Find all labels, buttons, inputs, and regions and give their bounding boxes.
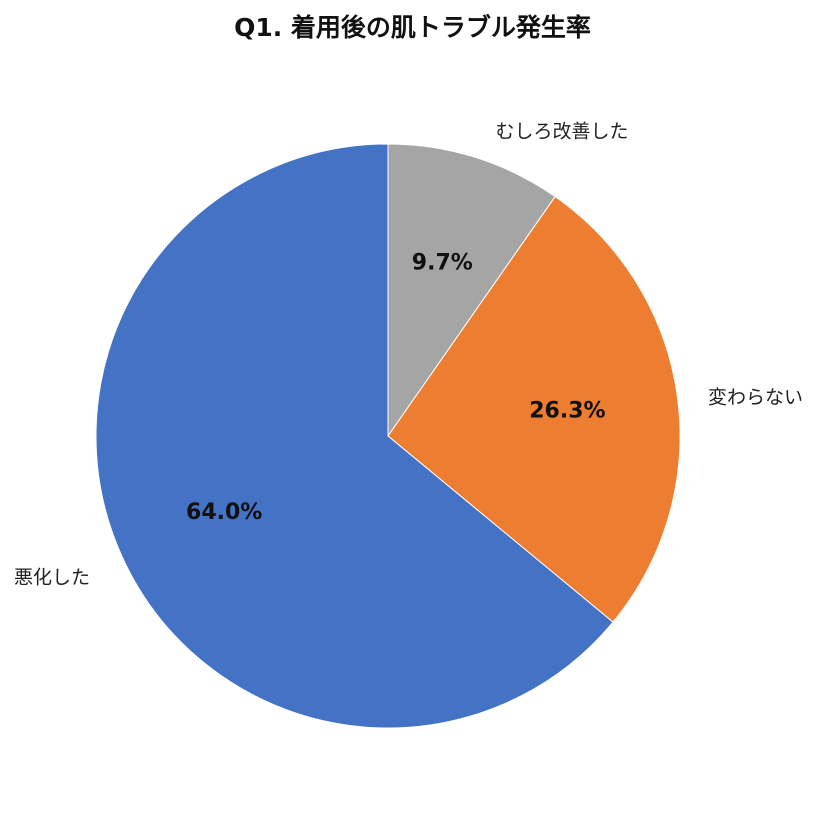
chart-title: Q1. 着用後の肌トラブル発生率 (234, 13, 591, 42)
pie-slice-3 (95, 143, 614, 729)
slice-value-label-3: 64.0% (186, 500, 262, 525)
pie-slice-2 (387, 195, 681, 623)
slice-category-label-3: 悪化した (14, 567, 90, 589)
slice-category-label-2: 変わらない (708, 387, 803, 409)
slice-value-label-1: 9.7% (412, 250, 473, 275)
slice-category-label-1: むしろ改善した (495, 121, 628, 143)
pie-slice-1 (387, 143, 556, 438)
slice-value-label-2: 26.3% (529, 399, 605, 424)
